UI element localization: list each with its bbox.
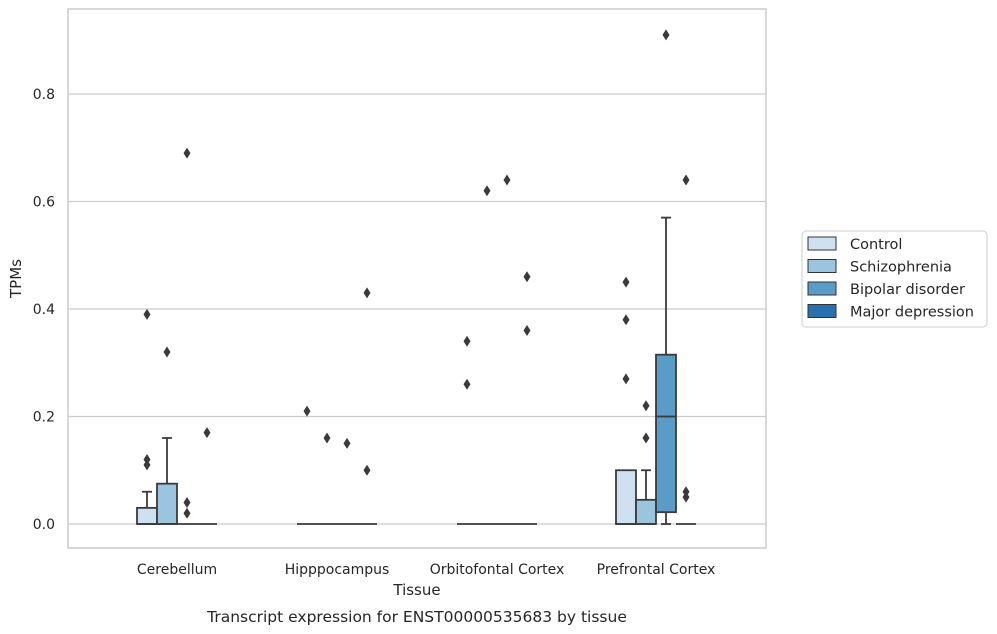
outlier-point: [363, 287, 371, 299]
outlier-point: [183, 147, 191, 159]
legend-swatch: [807, 259, 837, 273]
box-body: [655, 353, 677, 514]
box-bipolar-disorder: [655, 29, 677, 525]
y-tick-label: 0.4: [33, 302, 55, 318]
box-body: [615, 469, 637, 525]
outlier-point: [483, 185, 491, 197]
box-major-depression: [676, 174, 696, 525]
legend-frame: [801, 230, 988, 328]
x-axis-ticks: Cerebellum Hipppocampus Orbitofontal Corte…: [137, 562, 715, 578]
outlier-point: [203, 427, 211, 439]
box-plot-area: [136, 29, 696, 525]
box-major-depression: [197, 427, 217, 525]
outlier-point: [303, 405, 311, 417]
legend-swatch: [807, 281, 837, 296]
y-axis-ticks: 0.0 0.2 0.4 0.6 0.8: [33, 87, 55, 533]
x-axis-title: Tissue: [392, 581, 440, 599]
x-tick-label: Prefrontal Cortex: [597, 562, 716, 578]
outlier-point: [622, 373, 630, 385]
box-bipolar-disorder: [177, 147, 197, 525]
outlier-point: [523, 271, 531, 283]
legend-label: Schizophrenia: [850, 260, 952, 276]
outlier-point: [163, 346, 171, 358]
outlier-point: [143, 308, 151, 320]
outlier-point: [622, 314, 630, 326]
y-tick-label: 0.0: [33, 517, 55, 533]
legend-swatch: [807, 236, 837, 251]
box-bipolar-disorder: [497, 174, 517, 525]
box-major-depression: [517, 271, 537, 525]
box-schizophrenia: [477, 185, 497, 525]
legend-label: Bipolar disorder: [850, 282, 965, 298]
box-control: [136, 308, 158, 525]
outlier-point: [662, 29, 670, 41]
outlier-point: [503, 174, 511, 186]
y-axis-title: TPMs: [7, 259, 25, 299]
y-tick-label: 0.6: [33, 195, 55, 211]
outlier-point: [183, 507, 191, 519]
legend-label: Major depression: [850, 305, 974, 321]
outlier-point: [343, 437, 351, 449]
box-bipolar-disorder: [337, 437, 357, 525]
box-major-depression: [357, 287, 377, 525]
y-tick-label: 0.8: [33, 87, 55, 103]
outlier-point: [622, 276, 630, 288]
plot-frame: [67, 8, 767, 549]
outlier-point: [463, 378, 471, 390]
box-control: [297, 405, 317, 525]
box-body: [635, 498, 657, 525]
chart-caption: Transcript expression for ENST0000053568…: [206, 608, 627, 626]
box-schizophrenia: [156, 346, 178, 525]
outlier-point: [323, 432, 331, 444]
outlier-point: [363, 464, 371, 476]
outlier-point: [682, 486, 690, 498]
outlier-point: [682, 174, 690, 186]
x-tick-label: Orbitofontal Cortex: [430, 562, 565, 578]
x-tick-label: Cerebellum: [137, 562, 217, 578]
box-body: [156, 482, 178, 525]
outlier-point: [183, 497, 191, 508]
outlier-point: [523, 325, 531, 336]
legend-label: Control: [850, 237, 902, 253]
box-schizophrenia: [635, 400, 657, 525]
box-body: [136, 506, 158, 525]
x-tick-label: Hipppocampus: [285, 562, 390, 578]
box-control: [615, 276, 637, 525]
outlier-point: [642, 432, 650, 444]
box-schizophrenia: [317, 432, 337, 525]
outlier-point: [642, 400, 650, 412]
legend: Control Schizophrenia Bipolar disorder Majo…: [801, 230, 988, 328]
box-control: [457, 335, 477, 525]
outlier-point: [143, 454, 151, 465]
outlier-point: [463, 335, 471, 347]
y-tick-label: 0.2: [33, 410, 55, 426]
legend-swatch: [807, 304, 837, 318]
